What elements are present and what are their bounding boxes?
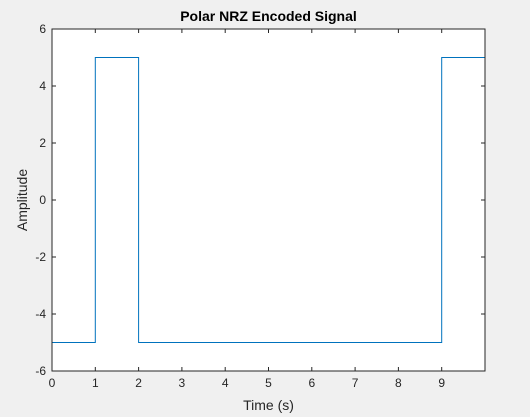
x-tick-label: 2: [135, 376, 142, 390]
y-axis-label: Amplitude: [14, 169, 30, 231]
x-tick-label: 5: [265, 376, 272, 390]
x-tick-label: 7: [352, 376, 359, 390]
x-tick-label: 4: [222, 376, 229, 390]
x-tick-label: 8: [395, 376, 402, 390]
x-axis-label: Time (s): [243, 397, 294, 413]
y-tick-label: 4: [39, 79, 46, 93]
y-tick-label: 6: [39, 22, 46, 36]
axes-background: [52, 29, 485, 371]
x-tick-label: 0: [49, 376, 56, 390]
y-tick-label: -2: [35, 250, 46, 264]
y-tick-label: 2: [39, 136, 46, 150]
y-tick-label: 0: [39, 193, 46, 207]
data-layer: [52, 57, 485, 343]
y-tick-label: -6: [35, 364, 46, 378]
series-line-0: [52, 57, 485, 343]
x-tick-label: 3: [179, 376, 186, 390]
x-tick-label: 1: [92, 376, 99, 390]
x-tick-label: 6: [308, 376, 315, 390]
x-tick-label: 9: [438, 376, 445, 390]
y-tick-label: -4: [35, 307, 46, 321]
ticks-layer: 0 1 2 3 4 5 6 7 8 9 -6 -4 -2 0 2 4 6: [35, 22, 485, 390]
chart-title: Polar NRZ Encoded Signal: [180, 8, 357, 24]
